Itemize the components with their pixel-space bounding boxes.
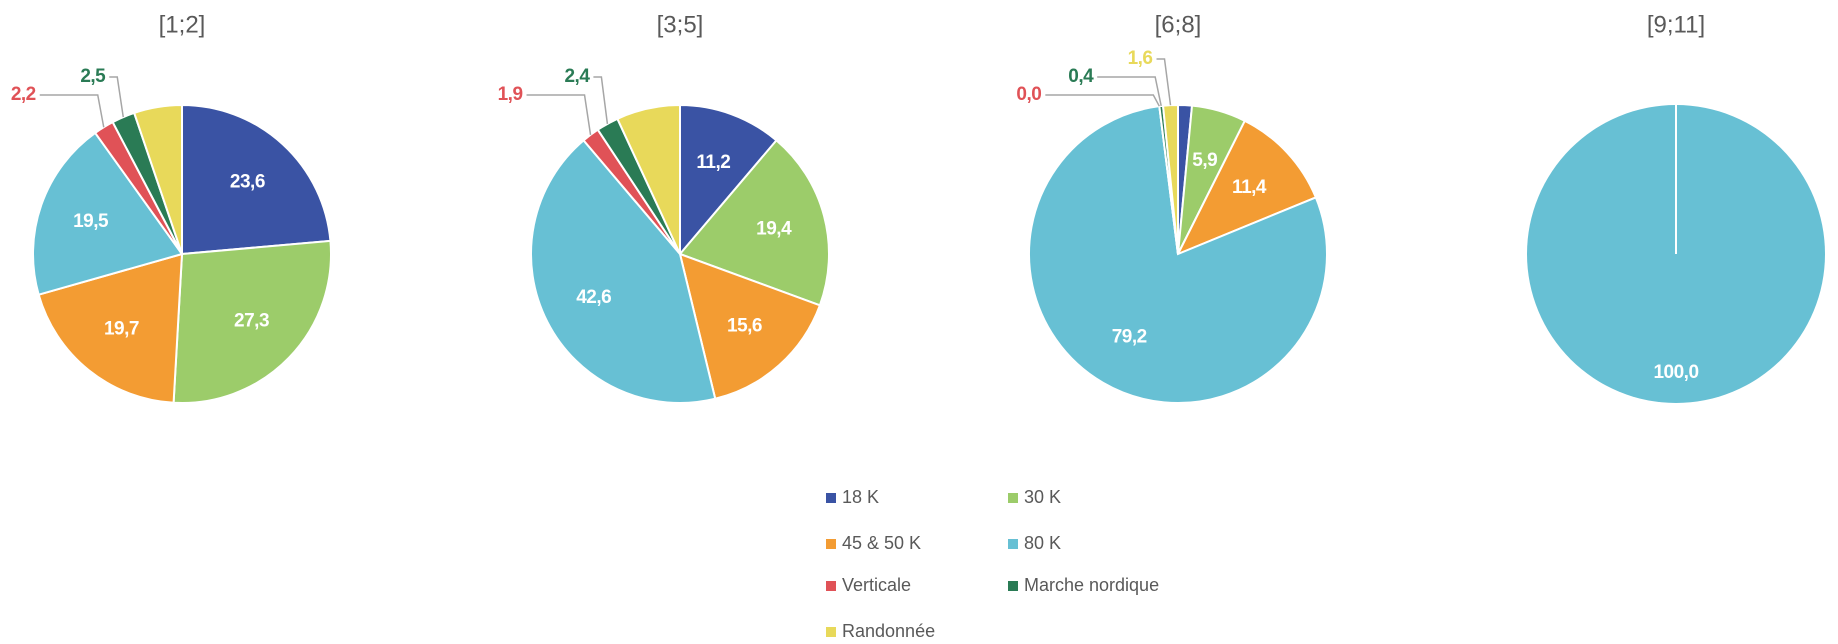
pie-slice [1175, 119, 1318, 256]
leader-line [593, 76, 609, 124]
data-label: 5,9 [1192, 150, 1217, 171]
data-label: 2,4 [564, 66, 590, 87]
chart-title: [1;2] [159, 11, 206, 38]
leader-line [526, 94, 592, 135]
data-label: 19,4 [756, 218, 792, 239]
legend-label: 30 K [1024, 487, 1061, 507]
legend-swatch [1008, 493, 1018, 503]
data-label: 19,7 [104, 319, 139, 340]
pie-slice [132, 103, 183, 255]
legend-label: Verticale [842, 575, 911, 595]
data-label: 2,2 [11, 84, 36, 105]
legend-label: Randonnée [842, 621, 935, 641]
data-label: 15,6 [727, 315, 762, 336]
pie-slice [678, 138, 830, 307]
pie-slice [1161, 103, 1179, 255]
data-label: 0,4 [1068, 66, 1094, 87]
legend-label: 45 & 50 K [842, 533, 921, 553]
legend-label: Marche nordique [1024, 575, 1159, 595]
chart-title: [6;8] [1155, 11, 1202, 38]
legend-swatch [1008, 539, 1018, 549]
data-label: 19,5 [73, 211, 109, 232]
leader-line [1156, 58, 1172, 106]
pie-slice [679, 103, 778, 257]
legend-swatch [826, 627, 836, 637]
data-label: 2,5 [80, 66, 106, 87]
data-label: 1,9 [498, 84, 523, 105]
leader-line [1045, 94, 1160, 107]
data-label: 11,4 [1232, 177, 1267, 198]
legend-swatch [826, 581, 836, 591]
legend-swatch [826, 493, 836, 503]
pie-slice [1028, 105, 1328, 404]
chart-title: [9;11] [1647, 11, 1705, 38]
leader-line [1097, 76, 1162, 107]
leader-line [109, 76, 124, 118]
leader-line [39, 94, 105, 128]
data-label: 11,2 [696, 152, 730, 173]
pie-slice [181, 103, 332, 256]
data-label: 42,6 [576, 287, 611, 308]
data-label: 1,6 [1128, 48, 1153, 69]
pie-slice [616, 103, 681, 255]
data-label: 79,2 [1112, 327, 1147, 348]
legend-swatch [826, 539, 836, 549]
data-label: 0,0 [1016, 84, 1041, 105]
data-label: 23,6 [230, 172, 265, 193]
chart-title: [3;5] [657, 11, 704, 38]
legend-label: 80 K [1024, 533, 1061, 553]
pie-slice [37, 252, 184, 404]
legend-label: 18 K [842, 487, 879, 507]
pie-slice [32, 131, 184, 296]
data-label: 27,3 [234, 310, 269, 331]
pie-slice [172, 239, 332, 404]
pie-slice [678, 252, 822, 400]
pie-slice [530, 138, 717, 404]
data-label: 100,0 [1653, 362, 1698, 383]
legend-swatch [1008, 581, 1018, 591]
